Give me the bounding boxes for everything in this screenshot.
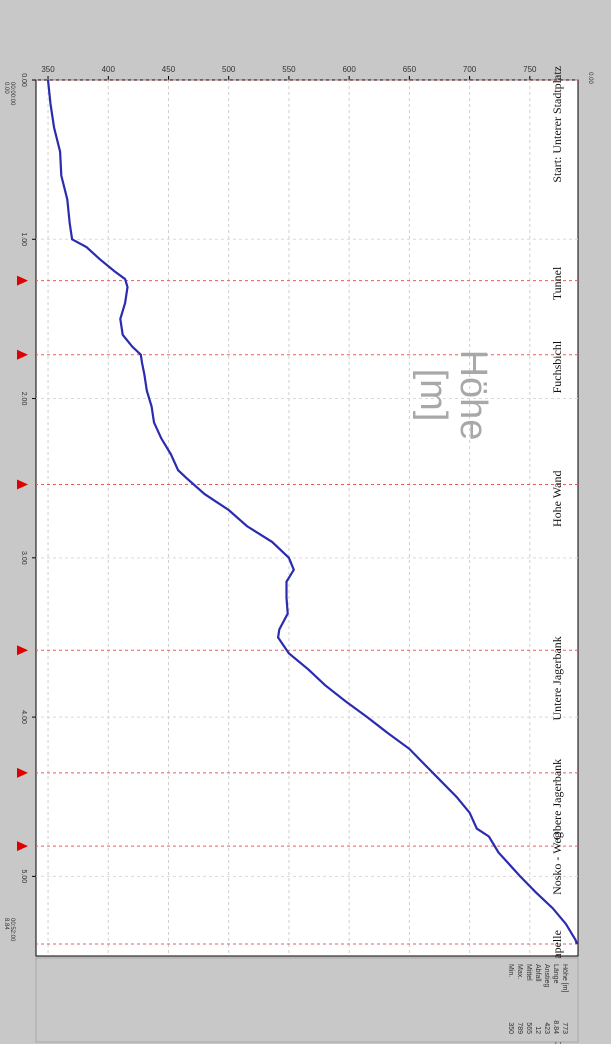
legend-value-0: 773 — [561, 1022, 568, 1034]
waypoint-marker-4 — [17, 645, 28, 656]
legend-background — [35, 957, 579, 1043]
waypoint-marker-5 — [17, 767, 28, 778]
legend-value-3: 12 — [534, 1026, 541, 1034]
y-tick-label-500: 500 — [222, 65, 236, 74]
y-tick-label-350: 350 — [41, 65, 55, 74]
legend-label-1: Länge — [552, 964, 559, 984]
waypoint-label-6: Nosko - Weg — [550, 832, 564, 895]
x-tick-labels: 0.00 1.00 2.00 3.00 4.00 5.00 — [20, 73, 27, 883]
x-tick-label-2.00: 2.00 — [20, 392, 27, 406]
legend-value-2: 423 — [543, 1022, 550, 1034]
start-distance-label: 0.00 — [3, 82, 9, 94]
end-time-label: 00:52:00 — [9, 918, 15, 942]
waypoint-marker-1 — [17, 275, 28, 286]
x-tick-label-4.00: 4.00 — [20, 710, 27, 724]
legend-label-0: Höhe [m] — [561, 964, 568, 992]
x-tick-label-0.00: 0.00 — [20, 73, 27, 87]
waypoint-label-4: Untere Jagerbank — [550, 636, 564, 720]
legend-label-6: Min. — [507, 964, 514, 977]
legend-label-5: Max. — [516, 964, 523, 979]
y-tick-label-550: 550 — [282, 65, 296, 74]
waypoint-label-1: Tunnel — [550, 266, 564, 300]
y-tick-label-450: 450 — [162, 65, 176, 74]
y-axis-unit: [m] — [412, 369, 454, 422]
waypoint-marker-3 — [17, 479, 28, 490]
waypoint-label-3: Hohe Wand — [550, 471, 564, 527]
waypoint-label-2: Fuchsbichl — [550, 340, 564, 393]
legend-label-3: Abfall — [534, 964, 541, 982]
legend-value-6: 350 — [507, 1022, 514, 1034]
end-distance-label: 8.84 — [3, 918, 9, 930]
y-tick-labels: 350 400 450 500 550 600 650 700 750 — [41, 65, 537, 74]
legend-value-1: 8.84 — [552, 1020, 559, 1034]
waypoint-lines: Start: Unterer Stadtplatz Tunnel Fuchsbich… — [17, 66, 578, 1044]
waypoint-marker-6 — [17, 841, 28, 852]
x-tick-label-3.00: 3.00 — [20, 551, 27, 565]
x-tick-label-1.00: 1.00 — [20, 232, 27, 246]
y-tick-label-650: 650 — [403, 65, 417, 74]
plot-area — [35, 79, 579, 957]
legend-label-2: Anstieg — [543, 964, 550, 987]
waypoint-label-5: Obere Jagerbank — [550, 759, 564, 840]
start-time-label: 00:00:00 — [9, 82, 15, 106]
corner-tick-label: 0.00 — [587, 72, 593, 84]
y-axis-title: Höhe — [452, 350, 494, 441]
legend-panel: Höhe [m] 773 Länge 8.84 Anstieg 423 Abfall 12 Mi… — [35, 957, 579, 1043]
y-tick-label-400: 400 — [102, 65, 116, 74]
legend-value-4: 565 — [525, 1022, 532, 1034]
y-tick-label-600: 600 — [342, 65, 356, 74]
legend-label-4: Mittel — [525, 964, 532, 981]
x-tick-label-5.00: 5.00 — [20, 870, 27, 884]
waypoint-marker-2 — [17, 349, 28, 360]
legend-value-5: 789 — [516, 1022, 523, 1034]
elevation-line — [46, 79, 578, 945]
y-tick-label-750: 750 — [523, 65, 537, 74]
waypoint-label-0: Start: Unterer Stadtplatz — [550, 66, 564, 183]
y-tick-label-700: 700 — [463, 65, 477, 74]
